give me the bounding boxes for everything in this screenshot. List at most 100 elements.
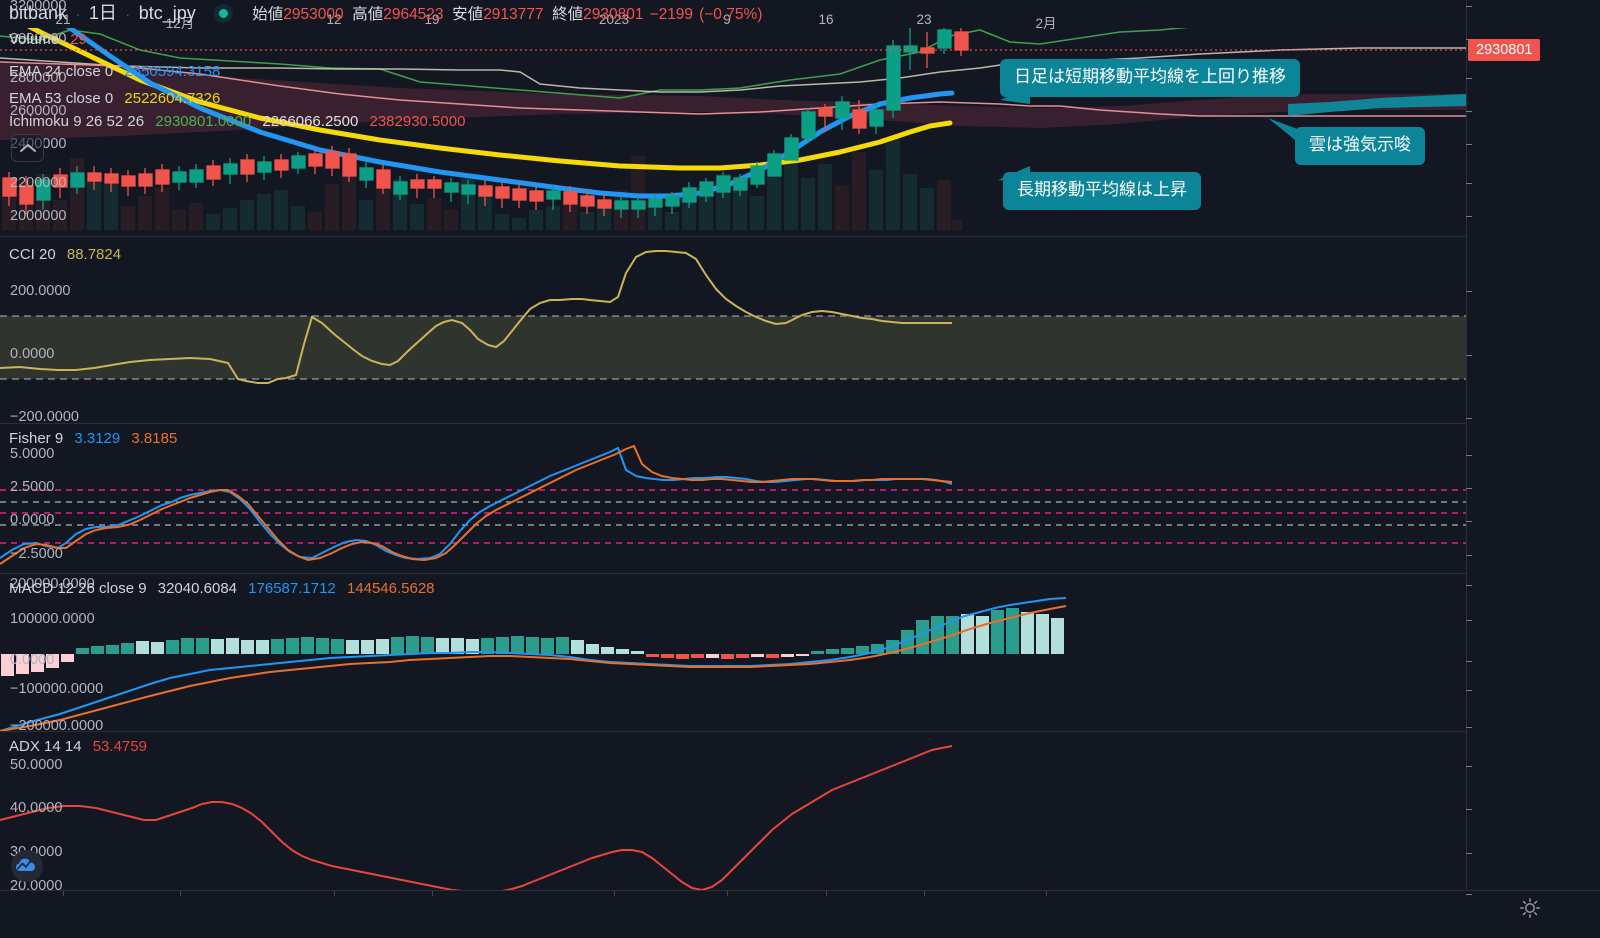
candle (869, 104, 884, 134)
ema24-line (65, 28, 955, 199)
adx-pane: ADX 14 14 53.4759 (0, 732, 1466, 890)
candle (648, 194, 663, 216)
fisher-chart-svg (0, 444, 1466, 565)
annotation-long-ma-text: 長期移動平均線は上昇 (1017, 180, 1187, 199)
pane-separator-fisher-macd[interactable] (0, 573, 1600, 574)
time-axis-label-8: 2月 (1035, 16, 1057, 31)
fisher-pane: Fisher 9 3.3129 3.8185 (0, 424, 1466, 573)
macd-axis-label-3: −100000.0000 (10, 681, 104, 697)
candle (699, 178, 714, 202)
annotation-long-ma[interactable]: 長期移動平均線は上昇 (1003, 172, 1201, 210)
candle (903, 28, 918, 70)
collapse-pane-button[interactable] (11, 134, 44, 162)
price-axis-label-2: 2800000 (10, 70, 67, 86)
cci-pane: CCI 20 88.7824 (0, 237, 1466, 423)
fisher-axis-label-1: 2.5000 (10, 479, 55, 495)
chart-settings-button[interactable] (1519, 897, 1541, 919)
cci-line (0, 250, 952, 384)
time-axis-label-0: 21 (55, 12, 71, 27)
candle (342, 148, 357, 182)
time-axis-label-2: 12 (326, 12, 342, 27)
candle (835, 96, 850, 130)
candle (818, 104, 833, 132)
header-separator-1: · (75, 7, 81, 22)
current-price-badge[interactable]: 2930801 (1468, 39, 1541, 61)
connection-status-dot (214, 4, 234, 23)
interval-label[interactable]: 1日 (88, 3, 117, 23)
close-label: 終値 (552, 6, 584, 23)
time-axis-label-6: 16 (818, 12, 834, 27)
candle (223, 158, 238, 184)
candle (852, 100, 867, 134)
candle (580, 190, 595, 214)
candlestick-series (2, 28, 969, 218)
time-axis-label-7: 23 (916, 12, 932, 27)
price-axis-label-6: 2000000 (10, 208, 67, 224)
price-axis-label-1: 3000000 (10, 31, 67, 47)
price-chart-svg (0, 28, 1466, 230)
candle (784, 134, 799, 161)
change-value: −2199 (649, 6, 694, 23)
change-percent: (−0.75%) (699, 6, 763, 23)
candle (257, 156, 272, 180)
candle (444, 178, 459, 202)
tradingview-logo-icon (16, 858, 35, 871)
adx-line (0, 745, 953, 890)
ichimoku-tenkan-line (0, 28, 1189, 99)
macd-pane: MACD 12 26 close 9 32040.6084 176587.171… (0, 574, 1466, 731)
candle (376, 164, 391, 194)
candle (138, 168, 153, 194)
macd-signal-line (0, 605, 1067, 731)
price-axis-label-5: 2200000 (10, 175, 67, 191)
time-axis-label-3: 19 (424, 12, 440, 27)
macd-axis-label-2: 0.0000 (10, 652, 55, 668)
gear-icon (1520, 898, 1540, 918)
pane-separator-price-cci[interactable] (0, 236, 1600, 237)
ohlc-readout: 始値2953000 高値2964523 安値2913777 終値2930801−… (252, 6, 762, 23)
exchange-name[interactable]: bitbank (9, 3, 68, 23)
open-value: 2953000 (283, 6, 344, 23)
time-axis[interactable] (0, 890, 1600, 938)
fisher-axis-label-0: 5.0000 (10, 446, 55, 462)
candle (801, 108, 816, 142)
candle (70, 166, 85, 194)
candle (920, 32, 935, 68)
candle (36, 174, 51, 210)
macd-axis-label-0: 200000.0000 (10, 576, 95, 592)
pane-separator-cci-fisher[interactable] (0, 423, 1600, 424)
pane-separator-macd-adx[interactable] (0, 731, 1600, 732)
open-label: 始値 (252, 6, 284, 23)
candle (563, 186, 578, 212)
time-axis-label-1: 12月 (165, 16, 195, 31)
candle (359, 162, 374, 188)
symbol-name[interactable]: btc_jpy (138, 3, 196, 23)
candle (682, 182, 697, 208)
price-axis-label-3: 2600000 (10, 103, 67, 119)
cci-axis-label-2: −200.0000 (10, 409, 79, 425)
low-label: 安値 (452, 6, 484, 23)
candle (614, 196, 629, 218)
low-value: 2913777 (483, 6, 544, 23)
ichimoku-senkou-b-line (0, 61, 1466, 117)
annotation-cloud[interactable]: 雲は強気示唆 (1295, 127, 1425, 165)
candle (512, 184, 527, 208)
time-axis-label-4: 2023 (598, 12, 630, 27)
cci-axis-label-1: 0.0000 (10, 346, 55, 362)
adx-axis-label-3: 20.0000 (10, 878, 63, 894)
annotation-short-ma[interactable]: 日足は短期移動平均線を上回り推移 (1000, 59, 1300, 97)
high-label: 高値 (352, 6, 384, 23)
fisher-line-orange (0, 444, 953, 565)
candle (597, 194, 612, 216)
candle (189, 164, 204, 188)
candle (53, 168, 68, 198)
adx-axis-label-1: 40.0000 (10, 800, 63, 816)
macd-line (0, 597, 1067, 731)
value-axis[interactable] (1466, 0, 1600, 890)
cci-band-fill (0, 316, 1466, 379)
close-value: 2930801 (583, 6, 644, 23)
tradingview-logo-button[interactable] (11, 850, 43, 882)
cci-axis-label-0: 200.0000 (10, 283, 71, 299)
candle (104, 168, 119, 192)
candle (121, 170, 136, 196)
